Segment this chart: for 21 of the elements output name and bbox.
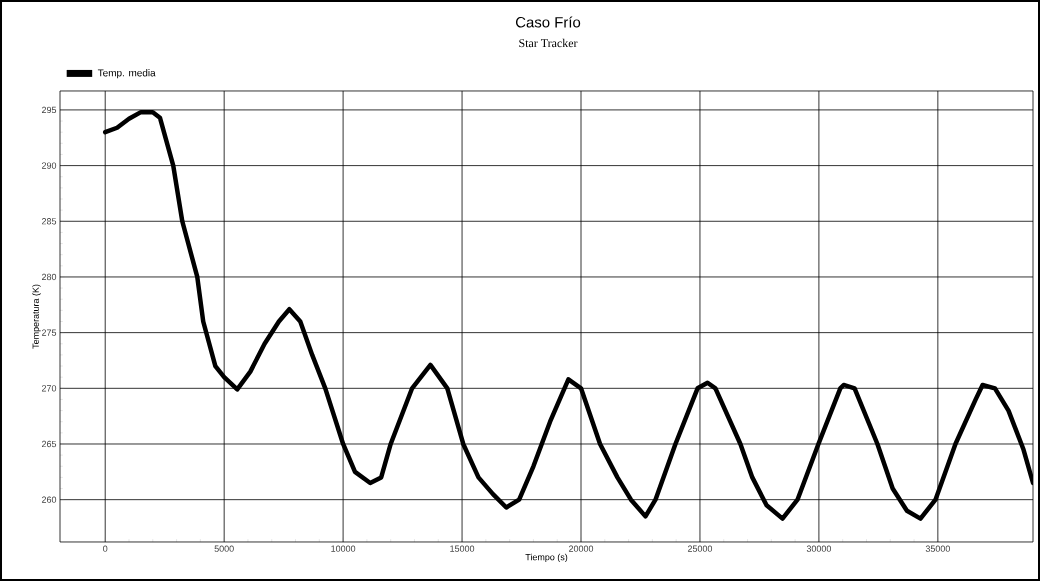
y-tick-label: 295 [41,106,57,114]
legend-label: Temp. media [97,69,156,79]
y-tick-label: 275 [41,329,57,336]
x-tick-label: 35000 [925,545,950,552]
y-axis-title: Temperatura (K) [32,284,41,349]
chart-subtitle: Star Tracker [519,38,578,48]
y-tick-label: 270 [41,385,57,392]
x-tick-label: 0 [103,545,108,552]
y-tick-label: 280 [41,273,57,281]
y-tick-label: 260 [41,496,57,503]
x-tick-label: 10000 [331,545,356,552]
x-tick-label: 15000 [450,545,475,552]
chart-title: Caso Frío [515,16,581,28]
x-tick-label: 5000 [214,545,234,552]
x-tick-label: 30000 [806,545,832,552]
x-axis-title: Tiempo (s) [525,553,568,563]
x-tick-label: 20000 [568,545,594,552]
y-tick-label: 285 [41,218,57,225]
y-tick-label: 265 [41,440,57,448]
y-tick-label: 290 [41,162,57,169]
x-tick-label: 25000 [687,545,713,552]
